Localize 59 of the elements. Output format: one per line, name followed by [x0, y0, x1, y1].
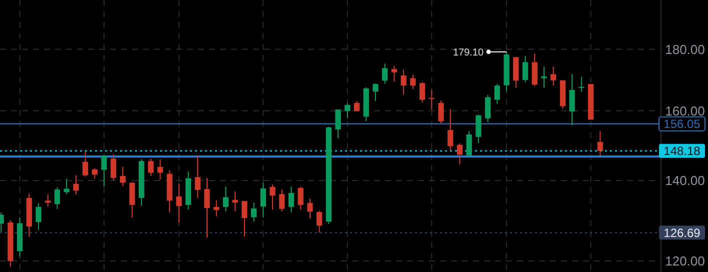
candlestick: [101, 154, 107, 187]
candlestick: [232, 190, 238, 212]
candlestick: [92, 168, 98, 180]
candlestick: [372, 82, 378, 102]
candlestick: [129, 181, 135, 218]
candlestick: [335, 108, 341, 139]
candlestick: [382, 63, 388, 84]
candlestick: [316, 210, 322, 234]
candlestick: [438, 100, 444, 124]
candlestick: [513, 56, 519, 88]
candlestick: [448, 108, 454, 151]
candlestick: [204, 177, 210, 238]
candlestick: [485, 94, 491, 122]
y-tick-label: 140.00: [665, 173, 705, 188]
candlestick: [270, 184, 276, 210]
candlestick: [288, 186, 294, 213]
candlestick: [222, 186, 229, 212]
candlestick: [110, 154, 116, 181]
candlestick: [466, 130, 472, 158]
candlestick: [522, 55, 528, 83]
candlestick: [214, 200, 220, 217]
y-tick-label: 120.00: [665, 254, 705, 269]
candlestick: [82, 150, 88, 177]
candlestick: [260, 182, 266, 218]
candlestick: [148, 158, 154, 177]
candlestick: [54, 186, 60, 210]
candlestick: [391, 65, 398, 82]
candlestick: [36, 202, 42, 230]
candlestick: [251, 202, 257, 222]
candlestick: [344, 102, 350, 118]
y-tick-label: 160.00: [665, 103, 705, 118]
candlestick: [157, 158, 164, 180]
candlestick: [578, 76, 584, 92]
annotation: 179.10: [452, 47, 484, 58]
candlestick: [73, 174, 79, 195]
candlestick: [494, 83, 500, 104]
candlestick: [569, 73, 575, 126]
candlestick: [176, 182, 182, 223]
candlestick: [532, 53, 538, 87]
candlestick: [597, 130, 603, 156]
y-tick-label: 180.00: [665, 42, 705, 57]
candlestick: [194, 154, 200, 198]
candlestick: [120, 166, 126, 187]
candlestick: [307, 198, 313, 219]
candlestick: [400, 69, 406, 96]
candlestick: [45, 194, 51, 207]
candlestick: [242, 200, 248, 238]
candlestick: [279, 189, 285, 212]
candlestick: [550, 66, 556, 86]
ref-line-label: 126.69: [664, 226, 701, 240]
candlestick: [354, 100, 360, 112]
candlestick: [419, 82, 426, 103]
candlestick: [456, 142, 463, 165]
ref-line-label: 156.05: [664, 117, 701, 132]
candlestick: [410, 74, 416, 90]
candlestick: [298, 186, 304, 210]
candlestick: [428, 89, 434, 110]
ref-line-label: 148.18: [664, 144, 701, 158]
candlestick: [476, 114, 482, 144]
